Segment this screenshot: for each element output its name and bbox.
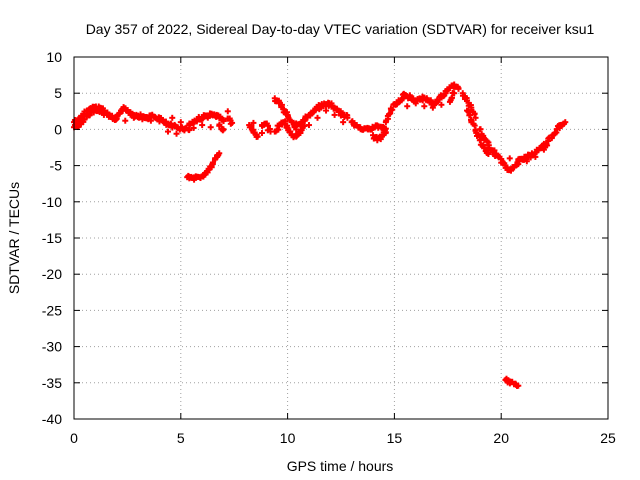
- data-point: [438, 101, 445, 108]
- y-tick-label: -5: [50, 158, 63, 174]
- data-point: [207, 124, 214, 131]
- data-point: [216, 121, 223, 128]
- data-point: [100, 111, 107, 118]
- data-point: [254, 133, 261, 140]
- data-point: [540, 146, 547, 153]
- data-point: [515, 161, 522, 168]
- data-point: [147, 117, 154, 124]
- data-point: [122, 117, 129, 124]
- data-point: [297, 128, 304, 135]
- data-point: [455, 85, 462, 92]
- data-point: [429, 104, 436, 111]
- x-tick-labels: 0 5 10 15 20 25: [70, 430, 616, 446]
- data-point: [314, 114, 321, 121]
- data-point: [562, 119, 569, 126]
- data-point: [472, 114, 479, 121]
- y-tick-label: 0: [54, 121, 62, 137]
- x-tick-label: 20: [493, 430, 509, 446]
- data-point: [177, 119, 184, 126]
- x-axis-label: GPS time / hours: [287, 458, 394, 474]
- data-point: [305, 122, 312, 129]
- y-tick-label: -15: [42, 230, 62, 246]
- y-tick-label: -20: [42, 266, 62, 282]
- data-point: [220, 126, 227, 133]
- data-point: [532, 153, 539, 160]
- y-tick-label: 10: [46, 49, 62, 65]
- y-tick-label: -35: [42, 375, 62, 391]
- data-point: [515, 382, 522, 389]
- data-point: [523, 158, 530, 165]
- y-tick-labels: 10 5 0 -5 -10 -15 -20 -25 -30 -35 -40: [42, 49, 62, 427]
- data-point: [436, 96, 443, 103]
- x-tick-label: 10: [280, 430, 296, 446]
- data-point: [340, 119, 347, 126]
- data-point: [465, 108, 472, 115]
- y-tick-label: -40: [42, 411, 62, 427]
- x-tick-label: 15: [387, 430, 403, 446]
- data-point: [216, 150, 223, 157]
- x-tick-label: 0: [70, 430, 78, 446]
- y-tick-label: -10: [42, 194, 62, 210]
- data-point: [258, 130, 265, 137]
- data-point: [229, 119, 236, 126]
- data-point: [190, 124, 197, 131]
- data-point: [451, 90, 458, 97]
- data-point: [81, 116, 88, 123]
- data-point: [323, 107, 330, 114]
- data-point: [404, 103, 411, 110]
- x-tick-label: 25: [600, 430, 616, 446]
- data-point: [382, 129, 389, 136]
- data-point: [506, 155, 513, 162]
- data-point: [248, 123, 255, 130]
- data-point: [389, 106, 396, 113]
- data-point: [421, 103, 428, 110]
- data-point: [164, 128, 171, 135]
- x-tick-label: 5: [177, 430, 185, 446]
- data-point: [412, 100, 419, 107]
- data-point: [250, 119, 257, 126]
- data-points-layer: [71, 81, 569, 389]
- data-point: [220, 116, 227, 123]
- data-point: [130, 114, 137, 121]
- data-point: [169, 114, 176, 121]
- data-point: [331, 111, 338, 118]
- y-tick-label: -25: [42, 302, 62, 318]
- chart-title: Day 357 of 2022, Sidereal Day-to-day VTE…: [86, 21, 595, 37]
- data-point: [287, 128, 294, 135]
- y-axis-label: SDTVAR / TECUs: [6, 182, 22, 294]
- y-tick-label: 5: [54, 85, 62, 101]
- data-point: [485, 151, 492, 158]
- y-tick-label: -30: [42, 339, 62, 355]
- data-point: [173, 130, 180, 137]
- data-point: [344, 114, 351, 121]
- ticks-layer: [73, 56, 609, 420]
- data-point: [224, 108, 231, 115]
- data-point: [199, 122, 206, 129]
- data-point: [139, 116, 146, 123]
